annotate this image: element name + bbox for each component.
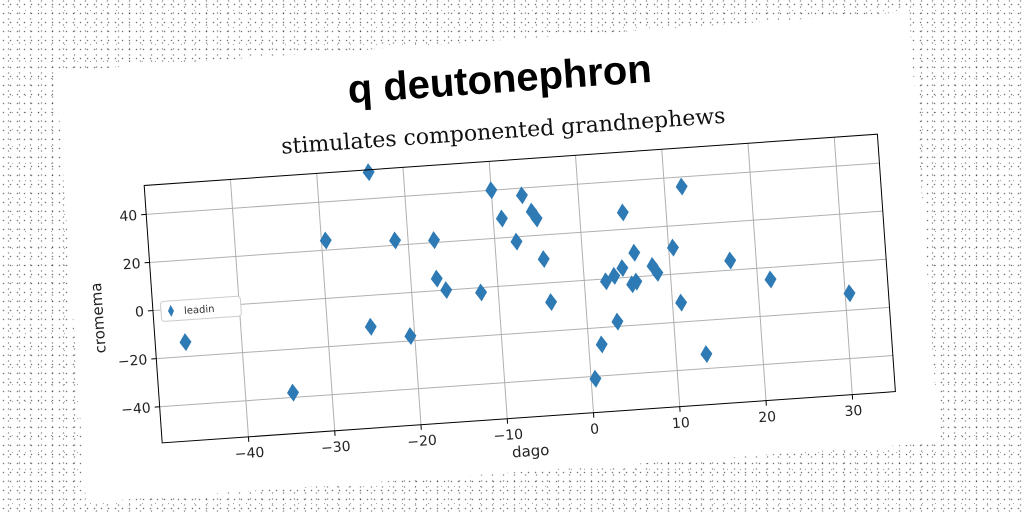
scatter-point	[475, 283, 488, 302]
x-grid-line	[316, 173, 336, 431]
x-tick-label: 30	[844, 403, 863, 420]
scatter-point	[404, 327, 417, 346]
scatter-point	[389, 231, 402, 250]
plot-frame	[143, 133, 896, 444]
legend-marker	[168, 304, 174, 317]
x-tick-label: 10	[671, 415, 690, 432]
scatter-point	[440, 281, 453, 300]
x-grid-line	[488, 161, 508, 419]
scatter-point	[428, 231, 441, 250]
scatter-point	[362, 163, 375, 182]
figure-background	[56, 11, 940, 503]
y-tick-label: −40	[121, 400, 152, 418]
legend-box	[160, 295, 242, 322]
x-grid-line	[661, 149, 681, 407]
legend-label: leadin	[184, 304, 215, 317]
y-tick-label: 40	[119, 208, 138, 225]
grid-lines	[146, 137, 893, 437]
y-tick-label: 0	[135, 304, 145, 321]
x-axis-ticks: −40 −30 −20 −10 0 10 20 30	[234, 394, 863, 463]
x-grid-line	[574, 155, 594, 413]
scatter-point	[628, 243, 641, 262]
scatter-point	[764, 270, 777, 289]
scatter-point	[616, 203, 629, 222]
scatter-point	[179, 333, 192, 352]
y-tick-label: 20	[122, 256, 141, 273]
scatter-point	[724, 251, 737, 270]
scatter-point	[595, 335, 608, 354]
scatter-point	[843, 284, 856, 303]
x-tick-label: 20	[758, 409, 777, 426]
scatter-point	[589, 369, 602, 388]
y-grid-line	[146, 162, 880, 215]
x-tick-label: −30	[321, 439, 352, 457]
rotated-figure: q deutonephron stimulates componented gr…	[56, 11, 940, 503]
scatter-point	[630, 272, 643, 291]
x-grid-line	[747, 143, 767, 401]
x-tick-label: −40	[234, 445, 265, 463]
scatter-point	[651, 263, 664, 282]
scatter-point	[430, 269, 443, 288]
y-grid-line	[159, 355, 893, 408]
scatter-point	[616, 259, 629, 278]
scatter-point	[530, 209, 543, 228]
y-axis-ticks: −40 −20 0 20 40	[117, 208, 160, 418]
scatter-point	[515, 186, 528, 205]
scatter-point	[495, 209, 508, 228]
scatter-point	[666, 238, 679, 257]
x-grid-line	[402, 167, 422, 425]
scatter-point	[364, 317, 377, 336]
x-axis-label: dago	[511, 441, 550, 462]
y-axis-label: cromema	[87, 282, 110, 354]
scatter-point	[675, 177, 688, 196]
scatter-point	[599, 272, 612, 291]
scatter-point	[611, 312, 624, 331]
scatter-point	[485, 181, 498, 200]
y-grid-line	[156, 306, 890, 360]
x-tick-label: 0	[590, 421, 600, 438]
data-points	[179, 163, 856, 402]
scatter-point	[319, 231, 332, 250]
x-tick-label: −20	[407, 433, 438, 451]
y-tick-label: −20	[117, 352, 148, 370]
scatter-point	[510, 232, 523, 251]
legend: leadin	[160, 295, 242, 322]
scatter-point	[700, 345, 713, 364]
scatter-point	[675, 293, 688, 312]
x-tick-label: −10	[493, 427, 524, 445]
scatter-point	[608, 266, 621, 285]
y-grid-line	[152, 258, 887, 312]
scatter-point	[537, 250, 550, 269]
scatter-point	[287, 383, 300, 402]
x-grid-line	[833, 137, 853, 395]
scatter-point	[545, 293, 558, 312]
